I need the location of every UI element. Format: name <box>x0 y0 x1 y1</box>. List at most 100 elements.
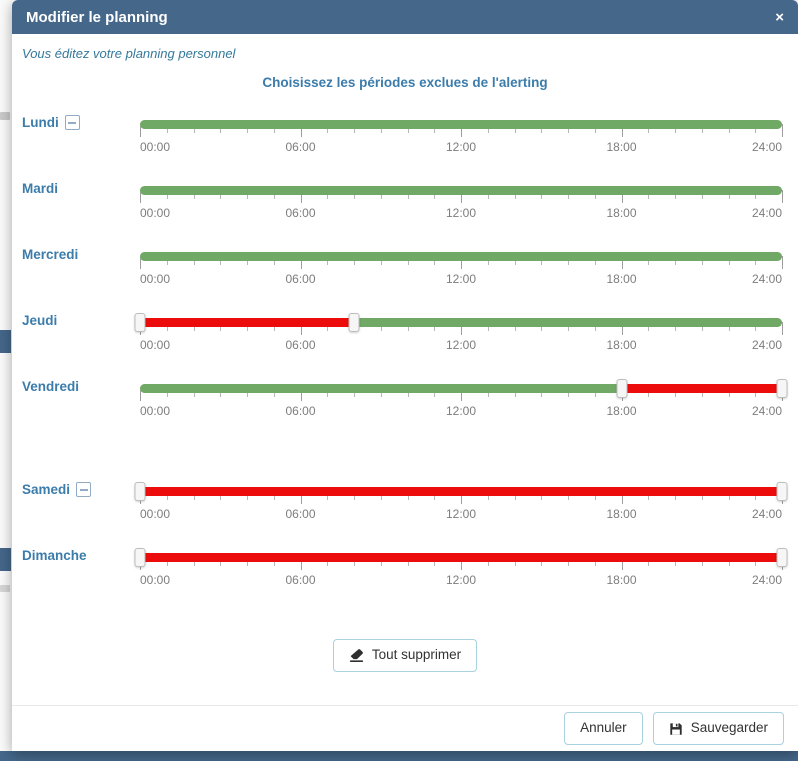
tick-mark <box>140 124 141 137</box>
time-label: 00:00 <box>140 206 171 220</box>
tick-mark <box>300 256 302 269</box>
cancel-button[interactable]: Annuler <box>564 712 643 745</box>
schedule-slider[interactable]: 00:00 06:00 12:00 18:00 24:00 <box>140 252 783 296</box>
slider-handle[interactable] <box>616 379 627 398</box>
background-fragment <box>0 112 10 120</box>
slider-segment-included <box>140 120 782 129</box>
save-icon <box>669 722 683 736</box>
time-label: 18:00 <box>606 206 637 220</box>
clear-all-button[interactable]: Tout supprimer <box>332 639 478 672</box>
slider-segments <box>140 186 782 195</box>
schedule-slider[interactable]: 00:00 06:00 12:00 18:00 24:00 <box>140 379 788 428</box>
time-label: 18:00 <box>606 573 637 587</box>
close-icon[interactable]: × <box>775 8 784 26</box>
time-labels: 00:00 06:00 12:00 18:00 24:00 <box>140 507 782 523</box>
save-button[interactable]: Sauvegarder <box>652 712 784 745</box>
time-label: 24:00 <box>751 272 782 286</box>
time-label: 12:00 <box>445 338 477 352</box>
tick-mark <box>300 557 302 570</box>
time-label: 06:00 <box>285 272 316 286</box>
time-label: 00:00 <box>140 272 171 286</box>
slider-handle[interactable] <box>134 548 146 567</box>
day-head: Samedi <box>22 482 92 497</box>
slider-handle[interactable] <box>134 482 146 501</box>
slider-handle[interactable] <box>776 482 788 501</box>
slider-segments <box>140 120 782 129</box>
time-label: 12:00 <box>445 206 477 220</box>
slider-handle[interactable] <box>134 313 146 332</box>
tick-mark <box>461 190 462 203</box>
tick-mark <box>300 190 302 203</box>
day-head: Dimanche <box>22 548 87 563</box>
day-row: Dimanche 00:00 06:00 12:00 18:00 24:00 <box>12 533 798 599</box>
day-row: Mardi 00:00 06:00 12:00 18:00 24:00 <box>12 166 798 232</box>
modal-subtitle: Vous éditez votre planning personnel <box>22 46 236 61</box>
tick-mark <box>621 491 623 504</box>
time-label: 06:00 <box>285 404 316 418</box>
tick-mark <box>461 388 462 401</box>
slider-segments <box>140 553 782 562</box>
time-label: 06:00 <box>285 338 316 352</box>
remove-period-button[interactable] <box>64 115 80 130</box>
day-row: Mercredi 00:00 06:00 12:00 18:00 24:00 <box>12 232 798 298</box>
time-label: 00:00 <box>140 404 171 418</box>
time-label: 12:00 <box>445 272 477 286</box>
slider-handle[interactable] <box>348 313 360 332</box>
section-heading: Choisissez les périodes exclues de l'ale… <box>262 75 548 90</box>
background-fragment <box>0 330 11 353</box>
slider-segment-included <box>354 318 782 327</box>
time-label: 06:00 <box>285 140 316 154</box>
time-label: 24:00 <box>751 338 782 352</box>
tick-mark <box>782 124 783 137</box>
day-head: Mardi <box>22 181 58 196</box>
save-label: Sauvegarder <box>690 720 768 736</box>
day-label: Lundi <box>22 115 59 130</box>
slider-segment-excluded <box>140 553 782 562</box>
day-label: Samedi <box>22 482 71 497</box>
schedule-slider[interactable]: 00:00 06:00 12:00 18:00 24:00 <box>140 120 783 164</box>
tick-mark <box>461 557 462 570</box>
schedule-slider[interactable]: 00:00 06:00 12:00 18:00 24:00 <box>134 482 788 531</box>
time-labels: 00:00 06:00 12:00 18:00 24:00 <box>140 206 782 222</box>
day-row: Jeudi 00:00 06:00 12:00 18:00 24:00 <box>12 298 798 364</box>
tick-mark <box>461 256 462 269</box>
time-label: 12:00 <box>445 140 477 154</box>
page-background-strip <box>0 0 12 761</box>
day-row: Lundi 00:00 06:00 12:00 18:00 24:00 <box>12 100 798 166</box>
slider-handle[interactable] <box>776 548 788 567</box>
time-labels: 00:00 06:00 12:00 18:00 24:00 <box>140 404 782 420</box>
slider-segments <box>140 487 782 496</box>
modal-title: Modifier le planning <box>26 8 168 26</box>
time-label: 18:00 <box>606 404 637 418</box>
time-label: 24:00 <box>751 507 782 521</box>
time-label: 00:00 <box>140 573 171 587</box>
schedule-slider[interactable]: 00:00 06:00 12:00 18:00 24:00 <box>134 313 783 362</box>
time-label: 06:00 <box>285 573 316 587</box>
time-label: 12:00 <box>445 573 477 587</box>
slider-segment-included <box>140 384 622 393</box>
day-label: Vendredi <box>22 379 80 394</box>
schedule-slider[interactable]: 00:00 06:00 12:00 18:00 24:00 <box>134 548 788 597</box>
time-label: 24:00 <box>751 404 782 418</box>
day-label: Mercredi <box>22 247 79 262</box>
time-label: 18:00 <box>606 338 637 352</box>
modal-body: Vous éditez votre planning personnel Cho… <box>12 46 798 672</box>
tick-mark <box>621 557 623 570</box>
slider-segment-included <box>140 186 782 195</box>
day-label: Jeudi <box>22 313 58 328</box>
modal-footer: Annuler Sauvegarder <box>12 705 798 751</box>
remove-period-button[interactable] <box>76 482 92 497</box>
tick-mark <box>621 256 623 269</box>
slider-handle[interactable] <box>776 379 788 398</box>
schedule-slider[interactable]: 00:00 06:00 12:00 18:00 24:00 <box>140 186 783 230</box>
tick-mark <box>140 388 141 401</box>
time-label: 18:00 <box>606 272 637 286</box>
time-labels: 00:00 06:00 12:00 18:00 24:00 <box>140 140 782 156</box>
slider-segment-excluded <box>140 487 782 496</box>
time-label: 00:00 <box>140 338 171 352</box>
day-head: Mercredi <box>22 247 78 262</box>
tick-mark <box>140 190 141 203</box>
background-fragment <box>0 585 10 592</box>
tick-mark <box>621 190 623 203</box>
tick-mark <box>621 124 623 137</box>
